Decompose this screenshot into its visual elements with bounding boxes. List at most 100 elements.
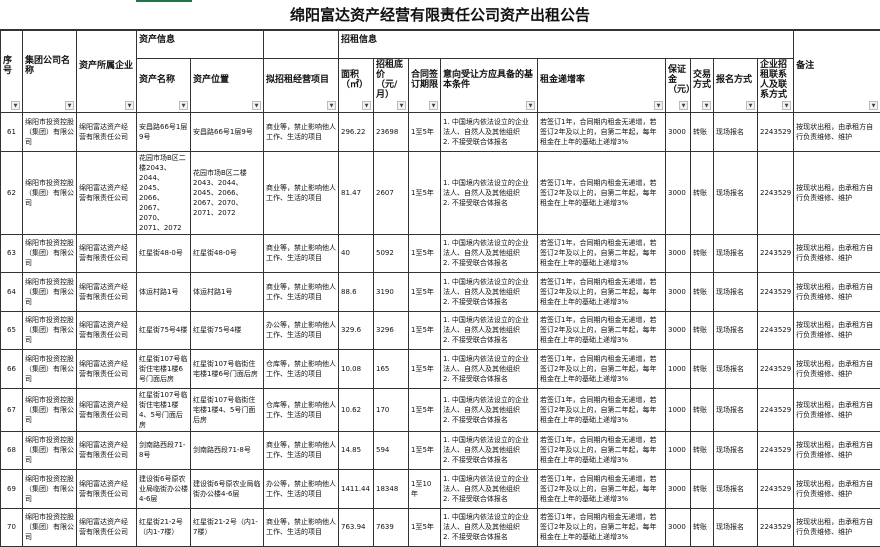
cell-area[interactable]: 40 (339, 234, 374, 273)
cell-location[interactable]: 红星街48-0号 (191, 234, 264, 273)
header-cell[interactable]: 面积（㎡）▼ (339, 59, 374, 113)
cell-remark[interactable]: 按现状出租，由承租方自行负责维修、维护 (794, 273, 880, 312)
cell-group[interactable]: 绵阳市投资控股（集团）有限公司 (23, 431, 77, 470)
cell-project[interactable]: 商业等，禁止影响他人工作、生活的项目 (264, 273, 339, 312)
cell-term[interactable]: 1至5年 (409, 431, 441, 470)
cell-rate[interactable]: 若签订1年，合同期内租金无递增，若签订2年及以上的，自第二年起，每年租金在上年的… (538, 431, 666, 470)
cell-rate[interactable]: 若签订1年，合同期内租金无递增，若签订2年及以上的，自第二年起，每年租金在上年的… (538, 388, 666, 431)
cell-contact[interactable]: 2243529 (758, 508, 794, 547)
cell-term[interactable]: 1至5年 (409, 234, 441, 273)
cell-name[interactable]: 剑南路西段71-8号 (137, 431, 191, 470)
cell-price[interactable]: 7639 (374, 508, 409, 547)
cell-signup[interactable]: 现场报名 (714, 234, 758, 273)
cell-remark[interactable]: 按现状出租，由承租方自行负责维修、维护 (794, 388, 880, 431)
cell-contact[interactable]: 2243529 (758, 311, 794, 350)
cell-area[interactable]: 88.6 (339, 273, 374, 312)
cell-term[interactable]: 1至5年 (409, 113, 441, 152)
cell-project[interactable]: 仓库等，禁止影响他人工作、生活的项目 (264, 350, 339, 389)
cell-signup[interactable]: 现场报名 (714, 311, 758, 350)
cell-area[interactable]: 1411.44 (339, 470, 374, 509)
cell-cond[interactable]: 1. 中国境内依法设立的企业法人、自然人及其他组织 2. 不接受联合体报名 (441, 113, 538, 152)
cell-trade[interactable]: 转账 (691, 388, 714, 431)
cell-trade[interactable]: 转账 (691, 350, 714, 389)
filter-dropdown-icon[interactable]: ▼ (125, 101, 134, 110)
cell-group[interactable]: 绵阳市投资控股（集团）有限公司 (23, 388, 77, 431)
cell-owner[interactable]: 绵阳富达资产经营有限责任公司 (77, 508, 137, 547)
cell-price[interactable]: 23698 (374, 113, 409, 152)
cell-area[interactable]: 296.22 (339, 113, 374, 152)
header-cell[interactable]: 企业招租联系人及联系方式▼ (758, 59, 794, 113)
filter-dropdown-icon[interactable]: ▼ (327, 101, 336, 110)
sheet-title-row[interactable]: 绵阳富达资产经营有限责任公司资产出租公告 (0, 0, 880, 30)
cell-owner[interactable]: 绵阳富达资产经营有限责任公司 (77, 273, 137, 312)
cell-rate[interactable]: 若签订1年，合同期内租金无递增，若签订2年及以上的，自第二年起，每年租金在上年的… (538, 311, 666, 350)
cell-cond[interactable]: 1. 中国境内依法设立的企业法人、自然人及其他组织 2. 不接受联合体报名 (441, 470, 538, 509)
cell-area[interactable]: 329.6 (339, 311, 374, 350)
cell-term[interactable]: 1至5年 (409, 350, 441, 389)
cell-rate[interactable]: 若签订1年，合同期内租金无递增，若签订2年及以上的，自第二年起，每年租金在上年的… (538, 508, 666, 547)
filter-dropdown-icon[interactable]: ▼ (429, 101, 438, 110)
cell-cond[interactable]: 1. 中国境内依法设立的企业法人、自然人及其他组织 2. 不接受联合体报名 (441, 273, 538, 312)
cell-deposit[interactable]: 1000 (666, 431, 691, 470)
cell-price[interactable]: 594 (374, 431, 409, 470)
cell-deposit[interactable]: 3000 (666, 234, 691, 273)
cell-location[interactable]: 建设街6号原农业局临街办公楼4-6层 (191, 470, 264, 509)
filter-dropdown-icon[interactable]: ▼ (362, 101, 371, 110)
cell-trade[interactable]: 转账 (691, 234, 714, 273)
cell-trade[interactable]: 转账 (691, 113, 714, 152)
cell-area[interactable]: 14.85 (339, 431, 374, 470)
cell-deposit[interactable]: 3000 (666, 273, 691, 312)
cell-cond[interactable]: 1. 中国境内依法设立的企业法人、自然人及其他组织 2. 不接受联合体报名 (441, 350, 538, 389)
cell-location[interactable]: 红星街75号4楼 (191, 311, 264, 350)
cell-contact[interactable]: 2243529 (758, 470, 794, 509)
cell-location[interactable]: 安昌路66号1层9号 (191, 113, 264, 152)
cell-signup[interactable]: 现场报名 (714, 388, 758, 431)
cell-location[interactable]: 红星街107号临街住宅楼1楼6号门面后房 (191, 350, 264, 389)
cell-name[interactable]: 安昌路66号1层9号 (137, 113, 191, 152)
filter-dropdown-icon[interactable]: ▼ (179, 101, 188, 110)
cell-no[interactable]: 66 (1, 350, 23, 389)
cell-contact[interactable]: 2243529 (758, 431, 794, 470)
cell-contact[interactable]: 2243529 (758, 350, 794, 389)
cell-project[interactable]: 办公等，禁止影响他人工作、生活的项目 (264, 311, 339, 350)
cell-deposit[interactable]: 1000 (666, 350, 691, 389)
cell-area[interactable]: 763.94 (339, 508, 374, 547)
cell-term[interactable]: 1至5年 (409, 388, 441, 431)
cell-name[interactable]: 花园市场B区二楼2043、2044、2045、2066、2067、2070、20… (137, 151, 191, 234)
cell-contact[interactable]: 2243529 (758, 151, 794, 234)
cell-project[interactable]: 办公等，禁止影响他人工作、生活的项目 (264, 470, 339, 509)
filter-dropdown-icon[interactable]: ▼ (654, 101, 663, 110)
cell-rate[interactable]: 若签订1年，合同期内租金无递增，若签订2年及以上的，自第二年起，每年租金在上年的… (538, 151, 666, 234)
cell-trade[interactable]: 转账 (691, 151, 714, 234)
cell-name[interactable]: 建设街6号原农业局临街办公楼4-6层 (137, 470, 191, 509)
cell-contact[interactable]: 2243529 (758, 273, 794, 312)
cell-area[interactable]: 10.08 (339, 350, 374, 389)
cell-name[interactable]: 红星街21-2号（内1-7楼） (137, 508, 191, 547)
filter-dropdown-icon[interactable]: ▼ (679, 101, 688, 110)
cell-group[interactable]: 绵阳市投资控股（集团）有限公司 (23, 470, 77, 509)
filter-dropdown-icon[interactable]: ▼ (11, 101, 20, 110)
cell-name[interactable]: 红星街48-0号 (137, 234, 191, 273)
cell-name[interactable]: 红星街75号4楼 (137, 311, 191, 350)
cell-remark[interactable]: 按现状出租，由承租方自行负责维修、维护 (794, 431, 880, 470)
cell-remark[interactable]: 按现状出租，由承租方自行负责维修、维护 (794, 508, 880, 547)
cell-owner[interactable]: 绵阳富达资产经营有限责任公司 (77, 311, 137, 350)
header-cell[interactable]: 交易方式▼ (691, 59, 714, 113)
cell-area[interactable]: 81.47 (339, 151, 374, 234)
cell-owner[interactable]: 绵阳富达资产经营有限责任公司 (77, 350, 137, 389)
filter-dropdown-icon[interactable]: ▼ (397, 101, 406, 110)
cell-signup[interactable]: 现场报名 (714, 508, 758, 547)
filter-dropdown-icon[interactable]: ▼ (746, 101, 755, 110)
filter-dropdown-icon[interactable]: ▼ (782, 101, 791, 110)
filter-dropdown-icon[interactable]: ▼ (702, 101, 711, 110)
cell-name[interactable]: 红星街107号临街住宅楼1楼6号门面后房 (137, 350, 191, 389)
cell-no[interactable]: 65 (1, 311, 23, 350)
cell-price[interactable]: 3296 (374, 311, 409, 350)
filter-dropdown-icon[interactable]: ▼ (526, 101, 535, 110)
cell-remark[interactable]: 按现状出租，由承租方自行负责维修、维护 (794, 113, 880, 152)
cell-price[interactable]: 5092 (374, 234, 409, 273)
cell-price[interactable]: 170 (374, 388, 409, 431)
cell-no[interactable]: 68 (1, 431, 23, 470)
cell-trade[interactable]: 转账 (691, 311, 714, 350)
cell-group[interactable]: 绵阳市投资控股（集团）有限公司 (23, 350, 77, 389)
